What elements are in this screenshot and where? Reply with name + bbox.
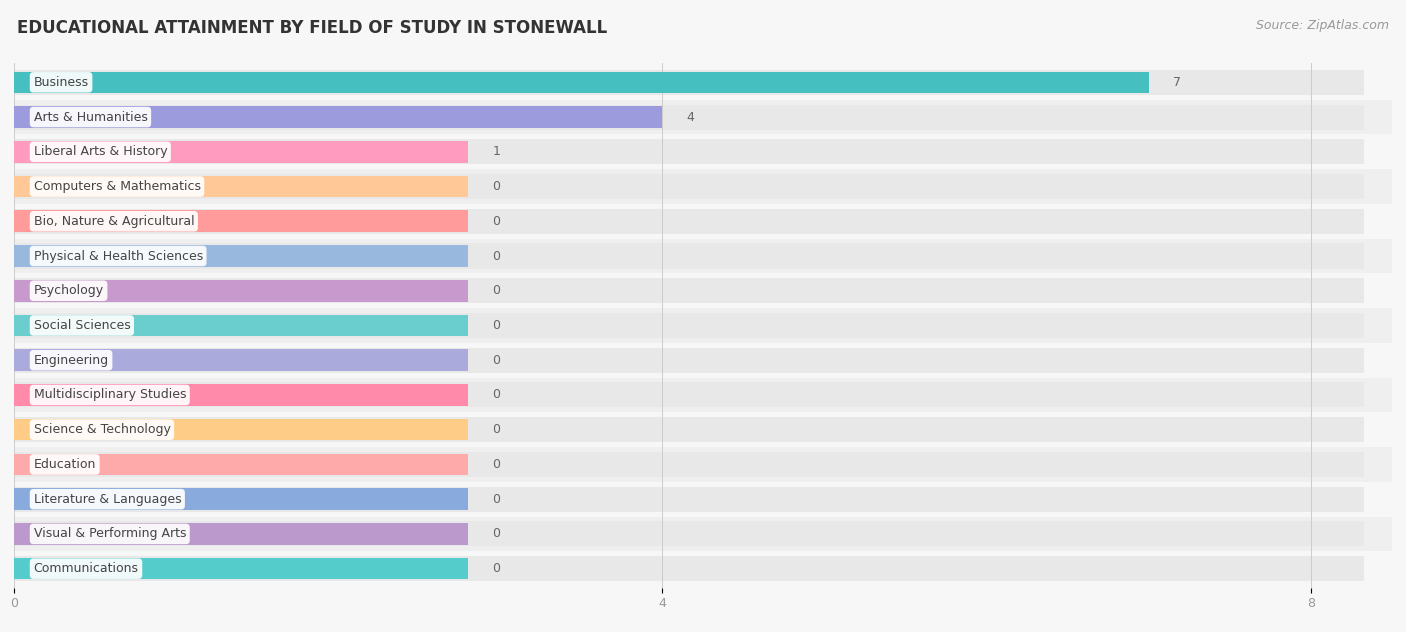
Text: Science & Technology: Science & Technology xyxy=(34,423,170,436)
Bar xyxy=(14,349,468,371)
Bar xyxy=(14,523,468,545)
Bar xyxy=(14,516,1392,551)
Bar xyxy=(14,313,1364,338)
Text: 0: 0 xyxy=(492,215,501,228)
Bar xyxy=(14,139,1364,164)
Text: 0: 0 xyxy=(492,493,501,506)
Text: Physical & Health Sciences: Physical & Health Sciences xyxy=(34,250,202,262)
Text: Visual & Performing Arts: Visual & Performing Arts xyxy=(34,528,186,540)
Text: Literature & Languages: Literature & Languages xyxy=(34,493,181,506)
Text: Arts & Humanities: Arts & Humanities xyxy=(34,111,148,123)
Text: Psychology: Psychology xyxy=(34,284,104,297)
Text: 0: 0 xyxy=(492,250,501,262)
Text: 0: 0 xyxy=(492,528,501,540)
Text: Bio, Nature & Agricultural: Bio, Nature & Agricultural xyxy=(34,215,194,228)
Bar xyxy=(14,452,1364,477)
Bar xyxy=(14,245,468,267)
Text: Social Sciences: Social Sciences xyxy=(34,319,131,332)
Text: Source: ZipAtlas.com: Source: ZipAtlas.com xyxy=(1256,19,1389,32)
Bar xyxy=(14,315,468,336)
Bar xyxy=(14,106,662,128)
Text: 1: 1 xyxy=(492,145,501,158)
Bar xyxy=(14,489,468,510)
Text: 7: 7 xyxy=(1173,76,1181,89)
Bar xyxy=(14,209,1364,234)
Bar xyxy=(14,239,1392,274)
Text: EDUCATIONAL ATTAINMENT BY FIELD OF STUDY IN STONEWALL: EDUCATIONAL ATTAINMENT BY FIELD OF STUDY… xyxy=(17,19,607,37)
Bar xyxy=(14,419,468,441)
Bar xyxy=(14,278,1364,303)
Bar xyxy=(14,70,1364,95)
Bar xyxy=(14,104,1364,130)
Bar xyxy=(14,174,1364,199)
Bar xyxy=(14,280,468,301)
Text: 4: 4 xyxy=(686,111,695,123)
Bar xyxy=(14,243,1364,269)
Bar xyxy=(14,556,1364,581)
Bar xyxy=(14,169,1392,204)
Text: 0: 0 xyxy=(492,458,501,471)
Bar xyxy=(14,412,1392,447)
Bar xyxy=(14,558,468,580)
Bar xyxy=(14,521,1364,547)
Bar xyxy=(14,308,1392,343)
Bar xyxy=(14,454,468,475)
Bar xyxy=(14,274,1392,308)
Text: Computers & Mathematics: Computers & Mathematics xyxy=(34,180,201,193)
Text: Liberal Arts & History: Liberal Arts & History xyxy=(34,145,167,158)
Text: 0: 0 xyxy=(492,562,501,575)
Text: 0: 0 xyxy=(492,354,501,367)
Bar xyxy=(14,343,1392,377)
Bar xyxy=(14,176,468,197)
Bar xyxy=(14,100,1392,135)
Text: 0: 0 xyxy=(492,389,501,401)
Text: 0: 0 xyxy=(492,284,501,297)
Bar xyxy=(14,482,1392,516)
Bar xyxy=(14,65,1392,100)
Text: Business: Business xyxy=(34,76,89,89)
Text: Engineering: Engineering xyxy=(34,354,108,367)
Bar xyxy=(14,135,1392,169)
Bar xyxy=(14,71,1149,93)
Text: 0: 0 xyxy=(492,319,501,332)
Bar xyxy=(14,551,1392,586)
Bar xyxy=(14,382,1364,408)
Bar xyxy=(14,384,468,406)
Bar xyxy=(14,487,1364,512)
Bar xyxy=(14,348,1364,373)
Bar xyxy=(14,204,1392,239)
Text: 0: 0 xyxy=(492,423,501,436)
Bar xyxy=(14,447,1392,482)
Bar xyxy=(14,417,1364,442)
Bar xyxy=(14,141,468,162)
Bar xyxy=(14,210,468,232)
Bar xyxy=(14,377,1392,412)
Text: Education: Education xyxy=(34,458,96,471)
Text: Multidisciplinary Studies: Multidisciplinary Studies xyxy=(34,389,186,401)
Text: 0: 0 xyxy=(492,180,501,193)
Text: Communications: Communications xyxy=(34,562,139,575)
